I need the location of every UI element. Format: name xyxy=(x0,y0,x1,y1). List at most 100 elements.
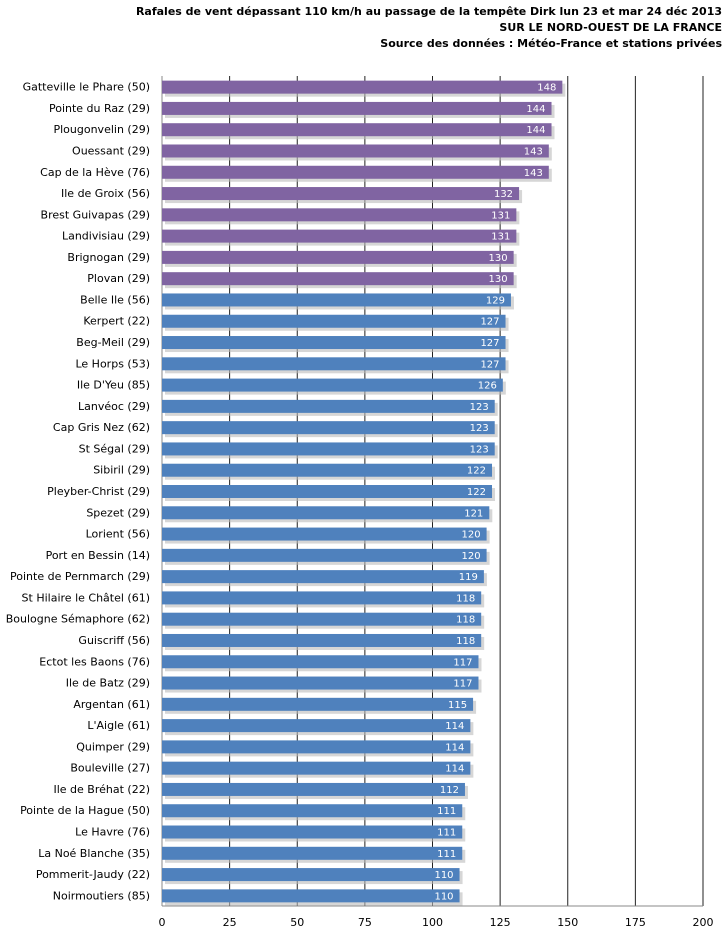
data-label: 117 xyxy=(453,657,472,668)
category-label: Belle Ile (56) xyxy=(80,293,150,306)
category-label: Ile D'Yeu (85) xyxy=(77,379,150,392)
chart-source: Source des données : Météo-France et sta… xyxy=(380,37,722,50)
x-tick-label: 0 xyxy=(159,916,166,929)
data-label: 131 xyxy=(491,210,510,221)
category-label: Port en Bessin (14) xyxy=(46,549,150,562)
data-label: 120 xyxy=(462,551,481,562)
category-label: Spezet (29) xyxy=(86,506,150,519)
data-label: 111 xyxy=(437,849,456,860)
bar xyxy=(162,485,493,498)
data-label: 127 xyxy=(480,317,499,328)
category-label: Lanvéoc (29) xyxy=(78,400,150,413)
category-label: Pointe de Pernmarch (29) xyxy=(10,570,150,583)
bar xyxy=(162,101,552,115)
category-label: Ile de Bréhat (22) xyxy=(53,783,150,796)
bar xyxy=(162,846,463,860)
category-label: Le Havre (76) xyxy=(75,826,150,839)
category-label: Pommerit-Jaudy (22) xyxy=(36,868,150,881)
data-label: 114 xyxy=(445,764,464,775)
data-label: 129 xyxy=(486,295,505,306)
bar xyxy=(162,336,506,350)
bar xyxy=(162,165,549,179)
data-label: 120 xyxy=(462,530,481,541)
bar xyxy=(162,463,493,477)
data-label: 126 xyxy=(478,381,497,392)
bar xyxy=(162,804,463,818)
bar xyxy=(162,123,552,137)
category-label: Boulogne Sémaphore (62) xyxy=(6,613,150,626)
bar xyxy=(162,144,549,158)
bar xyxy=(162,378,503,392)
category-label: Quimper (29) xyxy=(76,740,150,753)
data-label: 130 xyxy=(489,274,508,285)
bar xyxy=(162,633,482,647)
data-label: 143 xyxy=(524,146,543,157)
x-tick-label: 125 xyxy=(490,916,511,929)
data-label: 131 xyxy=(491,232,510,243)
bar xyxy=(162,527,487,541)
bar xyxy=(162,868,460,882)
category-label: Beg-Meil (29) xyxy=(76,336,150,349)
category-label: Landivisiau (29) xyxy=(62,230,150,243)
data-label: 118 xyxy=(456,636,475,647)
data-label: 115 xyxy=(448,700,467,711)
data-label: 122 xyxy=(467,487,486,498)
category-label: Bouleville (27) xyxy=(70,762,150,775)
data-label: 127 xyxy=(480,338,499,349)
data-label: 123 xyxy=(470,444,489,455)
bar xyxy=(162,655,479,669)
data-label: 111 xyxy=(437,828,456,839)
x-tick-label: 200 xyxy=(693,916,714,929)
bar xyxy=(162,782,465,796)
bar xyxy=(162,442,495,456)
category-label: Brignogan (29) xyxy=(67,251,150,264)
category-label: St Hilaire le Châtel (61) xyxy=(22,591,150,604)
bar xyxy=(162,250,514,264)
bar xyxy=(162,293,511,307)
category-label: Brest Guivapas (29) xyxy=(41,208,150,221)
category-label: Ouessant (29) xyxy=(72,144,150,157)
bar xyxy=(162,570,484,584)
data-label: 121 xyxy=(464,508,483,519)
category-label: L'Aigle (61) xyxy=(87,719,150,732)
data-label: 130 xyxy=(489,253,508,264)
category-label: Lorient (56) xyxy=(86,528,150,541)
bar xyxy=(162,548,487,562)
data-label: 123 xyxy=(470,402,489,413)
bar xyxy=(162,825,463,839)
bar xyxy=(162,314,506,328)
data-label: 110 xyxy=(434,870,453,881)
bar xyxy=(162,612,482,626)
bar xyxy=(162,229,517,243)
data-label: 143 xyxy=(524,168,543,179)
data-label: 127 xyxy=(480,359,499,370)
bar xyxy=(162,889,460,903)
data-label: 148 xyxy=(537,83,556,94)
category-label: Pointe de la Hague (50) xyxy=(20,804,150,817)
data-label: 144 xyxy=(526,125,545,136)
bar xyxy=(162,697,474,711)
category-label: Gatteville le Phare (50) xyxy=(23,81,150,94)
category-label: Ectot les Baons (76) xyxy=(39,655,150,668)
x-tick-label: 175 xyxy=(625,916,646,929)
bar xyxy=(162,719,471,733)
data-label: 122 xyxy=(467,466,486,477)
x-tick-label: 50 xyxy=(290,916,304,929)
data-label: 118 xyxy=(456,615,475,626)
bar xyxy=(162,676,479,690)
bar xyxy=(162,761,471,775)
data-label: 118 xyxy=(456,593,475,604)
category-label: Guiscriff (56) xyxy=(78,634,150,647)
category-label: Sibiril (29) xyxy=(93,464,150,477)
bar xyxy=(162,591,482,605)
x-tick-label: 100 xyxy=(422,916,443,929)
data-label: 144 xyxy=(526,104,545,115)
bar xyxy=(162,208,517,222)
data-label: 114 xyxy=(445,742,464,753)
category-label: Ile de Batz (29) xyxy=(66,677,150,690)
bar xyxy=(162,421,495,435)
category-label: Plovan (29) xyxy=(87,272,150,285)
data-label: 123 xyxy=(470,423,489,434)
